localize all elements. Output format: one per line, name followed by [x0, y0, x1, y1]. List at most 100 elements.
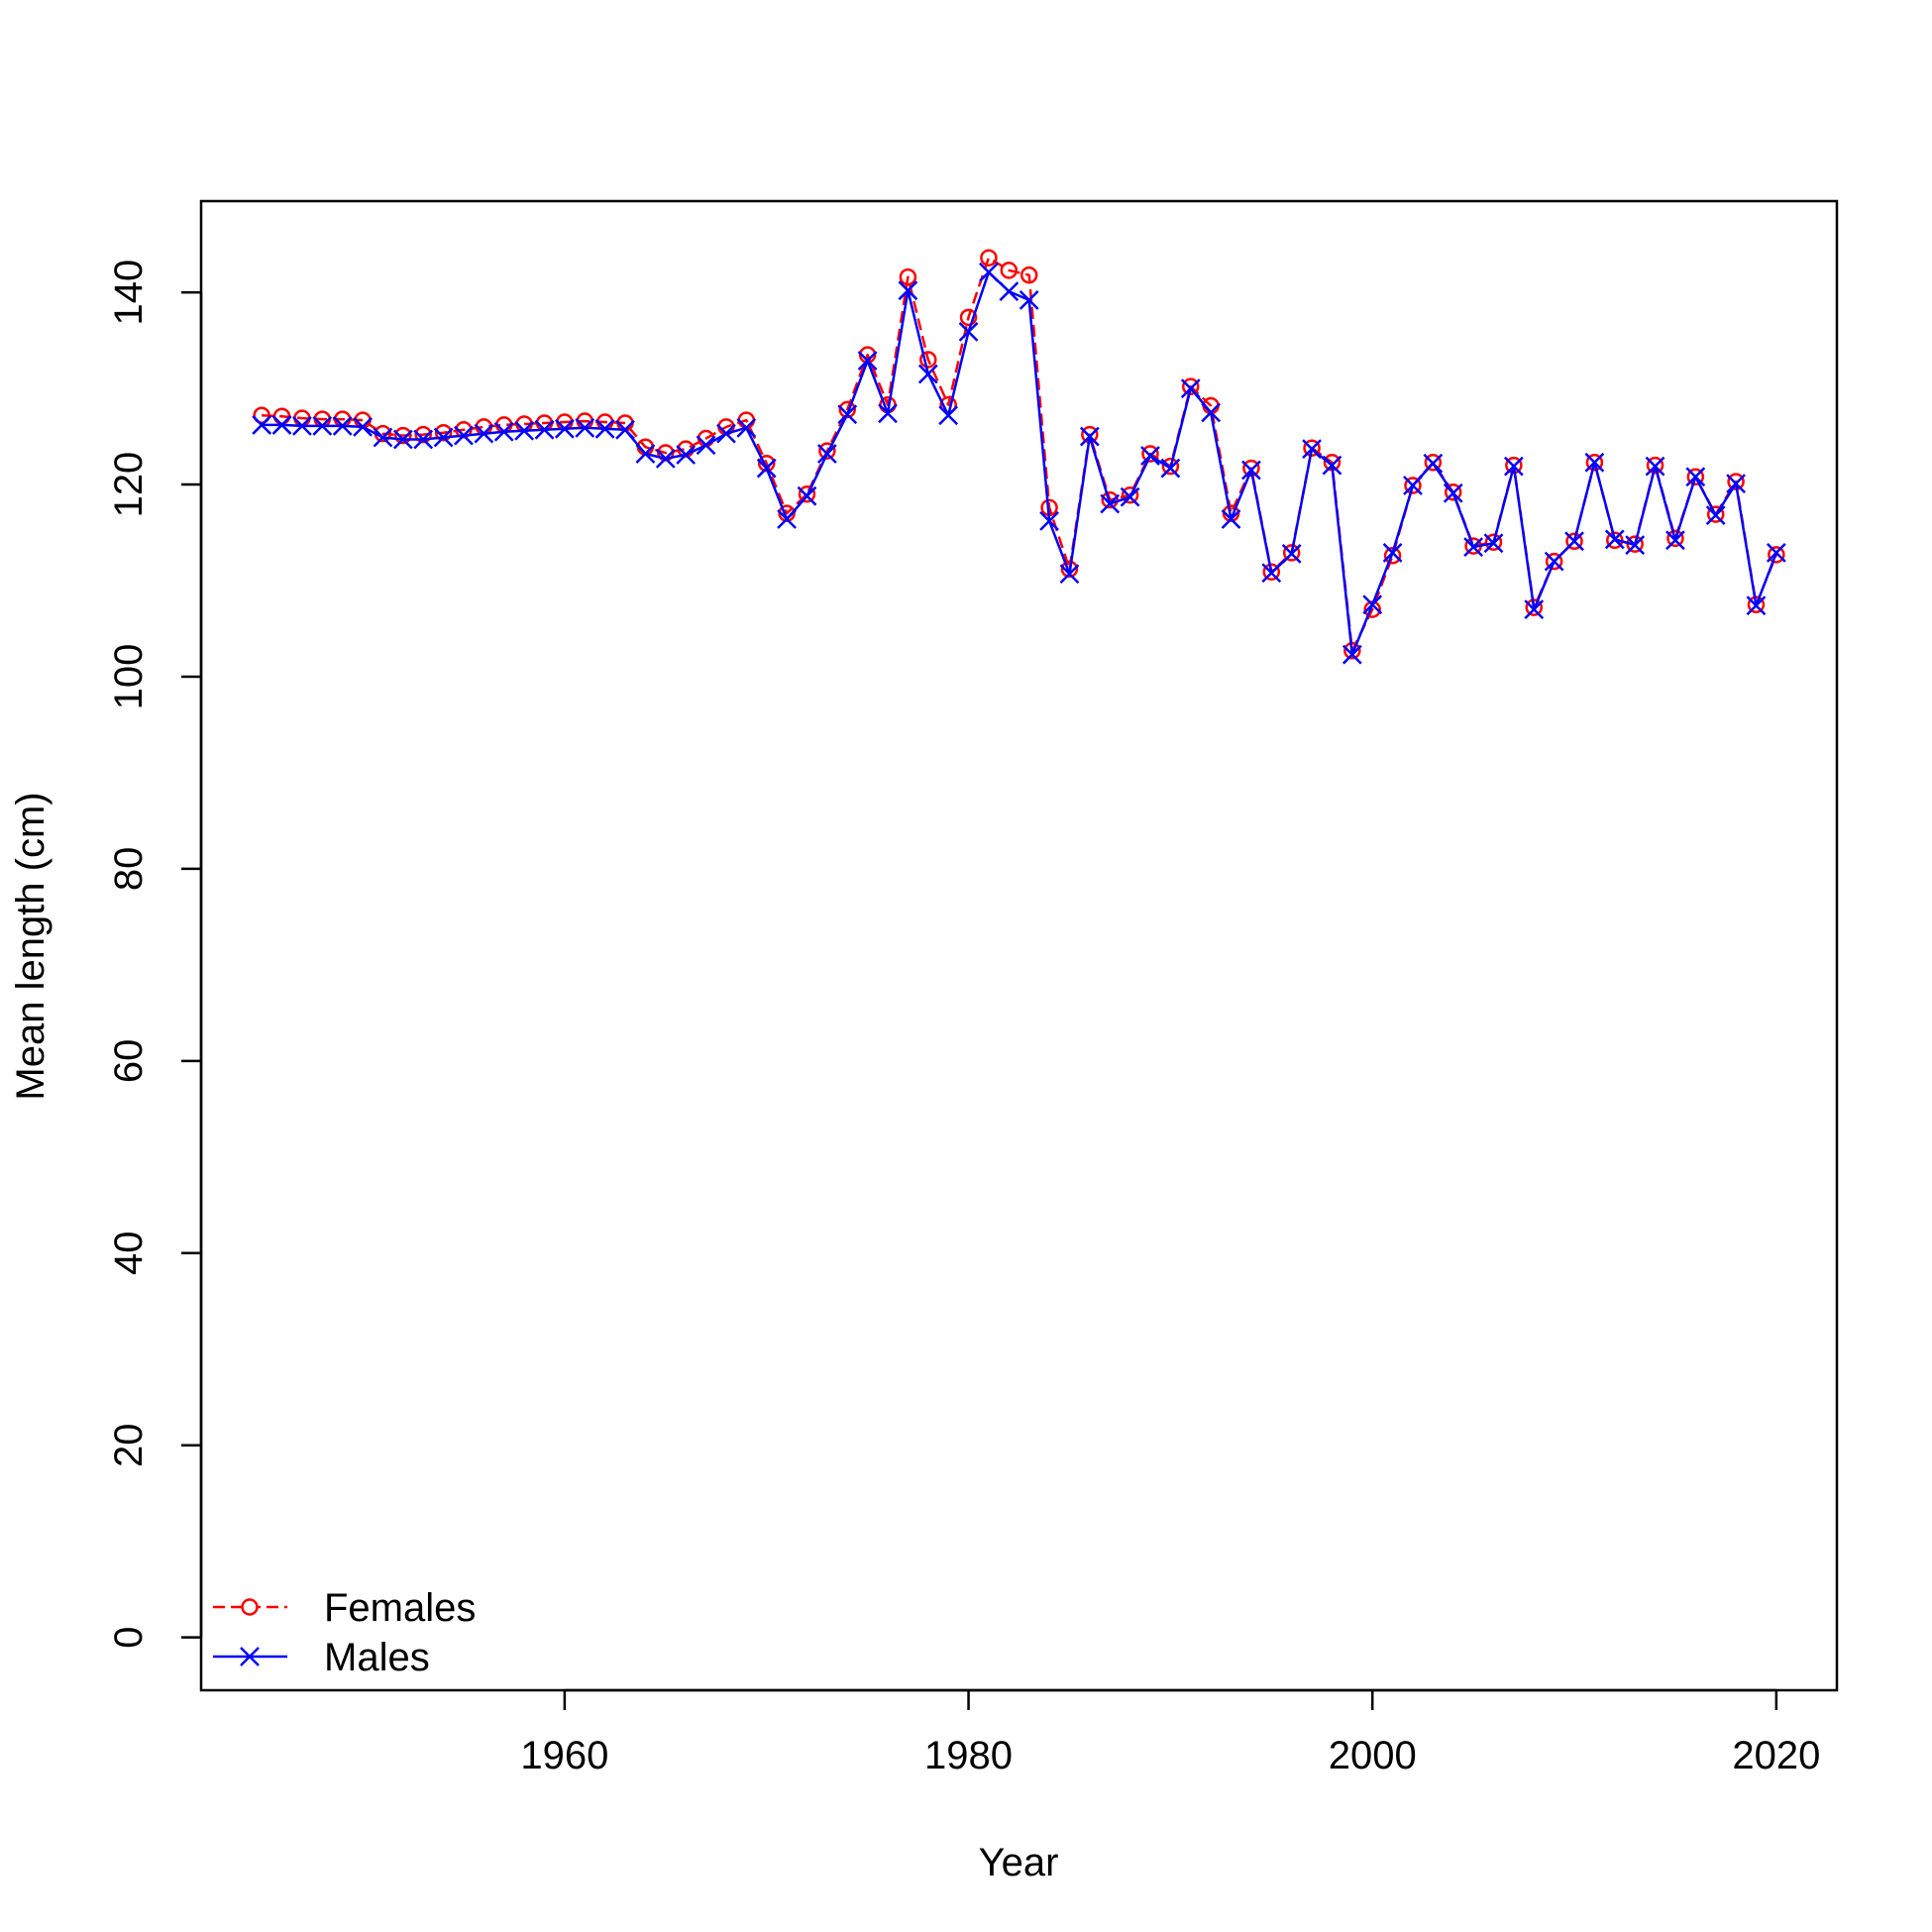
females-point — [1303, 439, 1321, 457]
males-point — [1180, 378, 1201, 398]
males-point — [716, 423, 736, 444]
x-tick-label: 2020 — [1732, 1734, 1820, 1777]
males-point — [1302, 439, 1322, 460]
x-axis: 1960 1980 2000 2020 — [520, 1688, 1820, 1777]
males-point — [816, 444, 837, 464]
y-tick-label: 20 — [107, 1423, 151, 1467]
females-point — [1182, 377, 1200, 395]
males-point — [1019, 289, 1039, 310]
females-point — [1101, 490, 1119, 509]
males-point — [271, 415, 292, 435]
females-point — [1444, 483, 1462, 501]
males-point — [433, 427, 454, 448]
males-point — [1403, 476, 1423, 495]
males-point — [1120, 486, 1140, 507]
males-point — [474, 423, 494, 444]
males-point — [1160, 458, 1181, 479]
males-point — [1503, 456, 1524, 477]
females-point — [434, 423, 453, 442]
males-point — [1625, 535, 1646, 556]
males-point — [514, 420, 535, 441]
males-point — [1604, 529, 1625, 550]
males-point — [413, 429, 434, 450]
males-point — [1463, 537, 1483, 557]
males-point — [676, 445, 697, 465]
females-point — [414, 425, 432, 444]
males-point — [1524, 599, 1545, 619]
males-point — [1705, 505, 1726, 525]
males-point — [1261, 563, 1282, 584]
females-point — [1768, 546, 1785, 564]
females-point — [1020, 266, 1038, 284]
series-layer — [252, 249, 1786, 665]
x-tick-label: 2000 — [1329, 1734, 1417, 1777]
females-point — [1060, 560, 1079, 579]
males-point — [1423, 453, 1444, 474]
males-point — [1100, 493, 1121, 514]
males-point — [555, 418, 575, 439]
males-point — [292, 416, 312, 436]
males-point — [594, 418, 615, 439]
males-point — [1241, 460, 1261, 481]
females-point — [394, 426, 412, 445]
females-point — [1424, 454, 1443, 472]
females-point — [959, 308, 978, 327]
males-point — [958, 321, 979, 342]
females-point — [1585, 454, 1604, 472]
males-point — [1140, 446, 1160, 466]
males-point — [1645, 456, 1665, 477]
females-point — [1706, 505, 1725, 523]
y-tick-label: 120 — [107, 452, 151, 518]
y-tick-label: 0 — [107, 1627, 151, 1649]
males-point — [736, 417, 757, 438]
males-point — [373, 427, 393, 448]
females-point — [1141, 445, 1159, 463]
y-tick-label: 40 — [107, 1232, 151, 1276]
males-point — [878, 403, 898, 424]
males-point — [979, 262, 999, 282]
males-point — [615, 419, 635, 440]
males-point — [1059, 564, 1080, 585]
males-point — [392, 429, 413, 450]
females-point — [1121, 485, 1139, 504]
females-point — [1000, 262, 1019, 279]
males-point — [1221, 509, 1241, 529]
females-point — [1282, 544, 1301, 562]
males-point — [917, 364, 938, 384]
males-point — [353, 416, 373, 437]
males-point — [1342, 644, 1362, 665]
males-point — [857, 351, 878, 371]
males-point — [898, 280, 918, 301]
males-point — [837, 404, 858, 425]
females-point — [1161, 457, 1180, 476]
females-point — [1484, 533, 1503, 551]
males-point — [635, 444, 656, 464]
y-tick-label: 100 — [107, 644, 151, 710]
females-point — [1545, 552, 1563, 571]
males-point — [332, 416, 353, 436]
males-point — [1685, 467, 1706, 487]
males-point — [1382, 543, 1403, 563]
males-point — [1281, 543, 1302, 564]
legend-females-marker — [241, 1598, 259, 1616]
males-point — [1766, 543, 1786, 563]
females-point — [980, 249, 998, 267]
females-point — [1565, 532, 1583, 551]
males-point — [1322, 455, 1342, 476]
males-point — [534, 419, 555, 440]
plot-frame — [199, 199, 1839, 1692]
males-point — [1362, 594, 1383, 615]
y-tick-label: 60 — [107, 1039, 151, 1084]
males-point — [312, 416, 333, 436]
males-point — [1544, 551, 1564, 572]
males-point — [1483, 533, 1504, 554]
males-point — [797, 485, 817, 506]
females-point — [798, 485, 816, 503]
legend-females-label: Females — [324, 1586, 476, 1630]
females-point — [919, 351, 937, 369]
males-point — [252, 415, 272, 435]
males-series-line — [262, 270, 1778, 656]
legend: Females Males — [213, 1586, 476, 1679]
males-point — [1201, 402, 1222, 423]
females-point — [1666, 529, 1684, 548]
